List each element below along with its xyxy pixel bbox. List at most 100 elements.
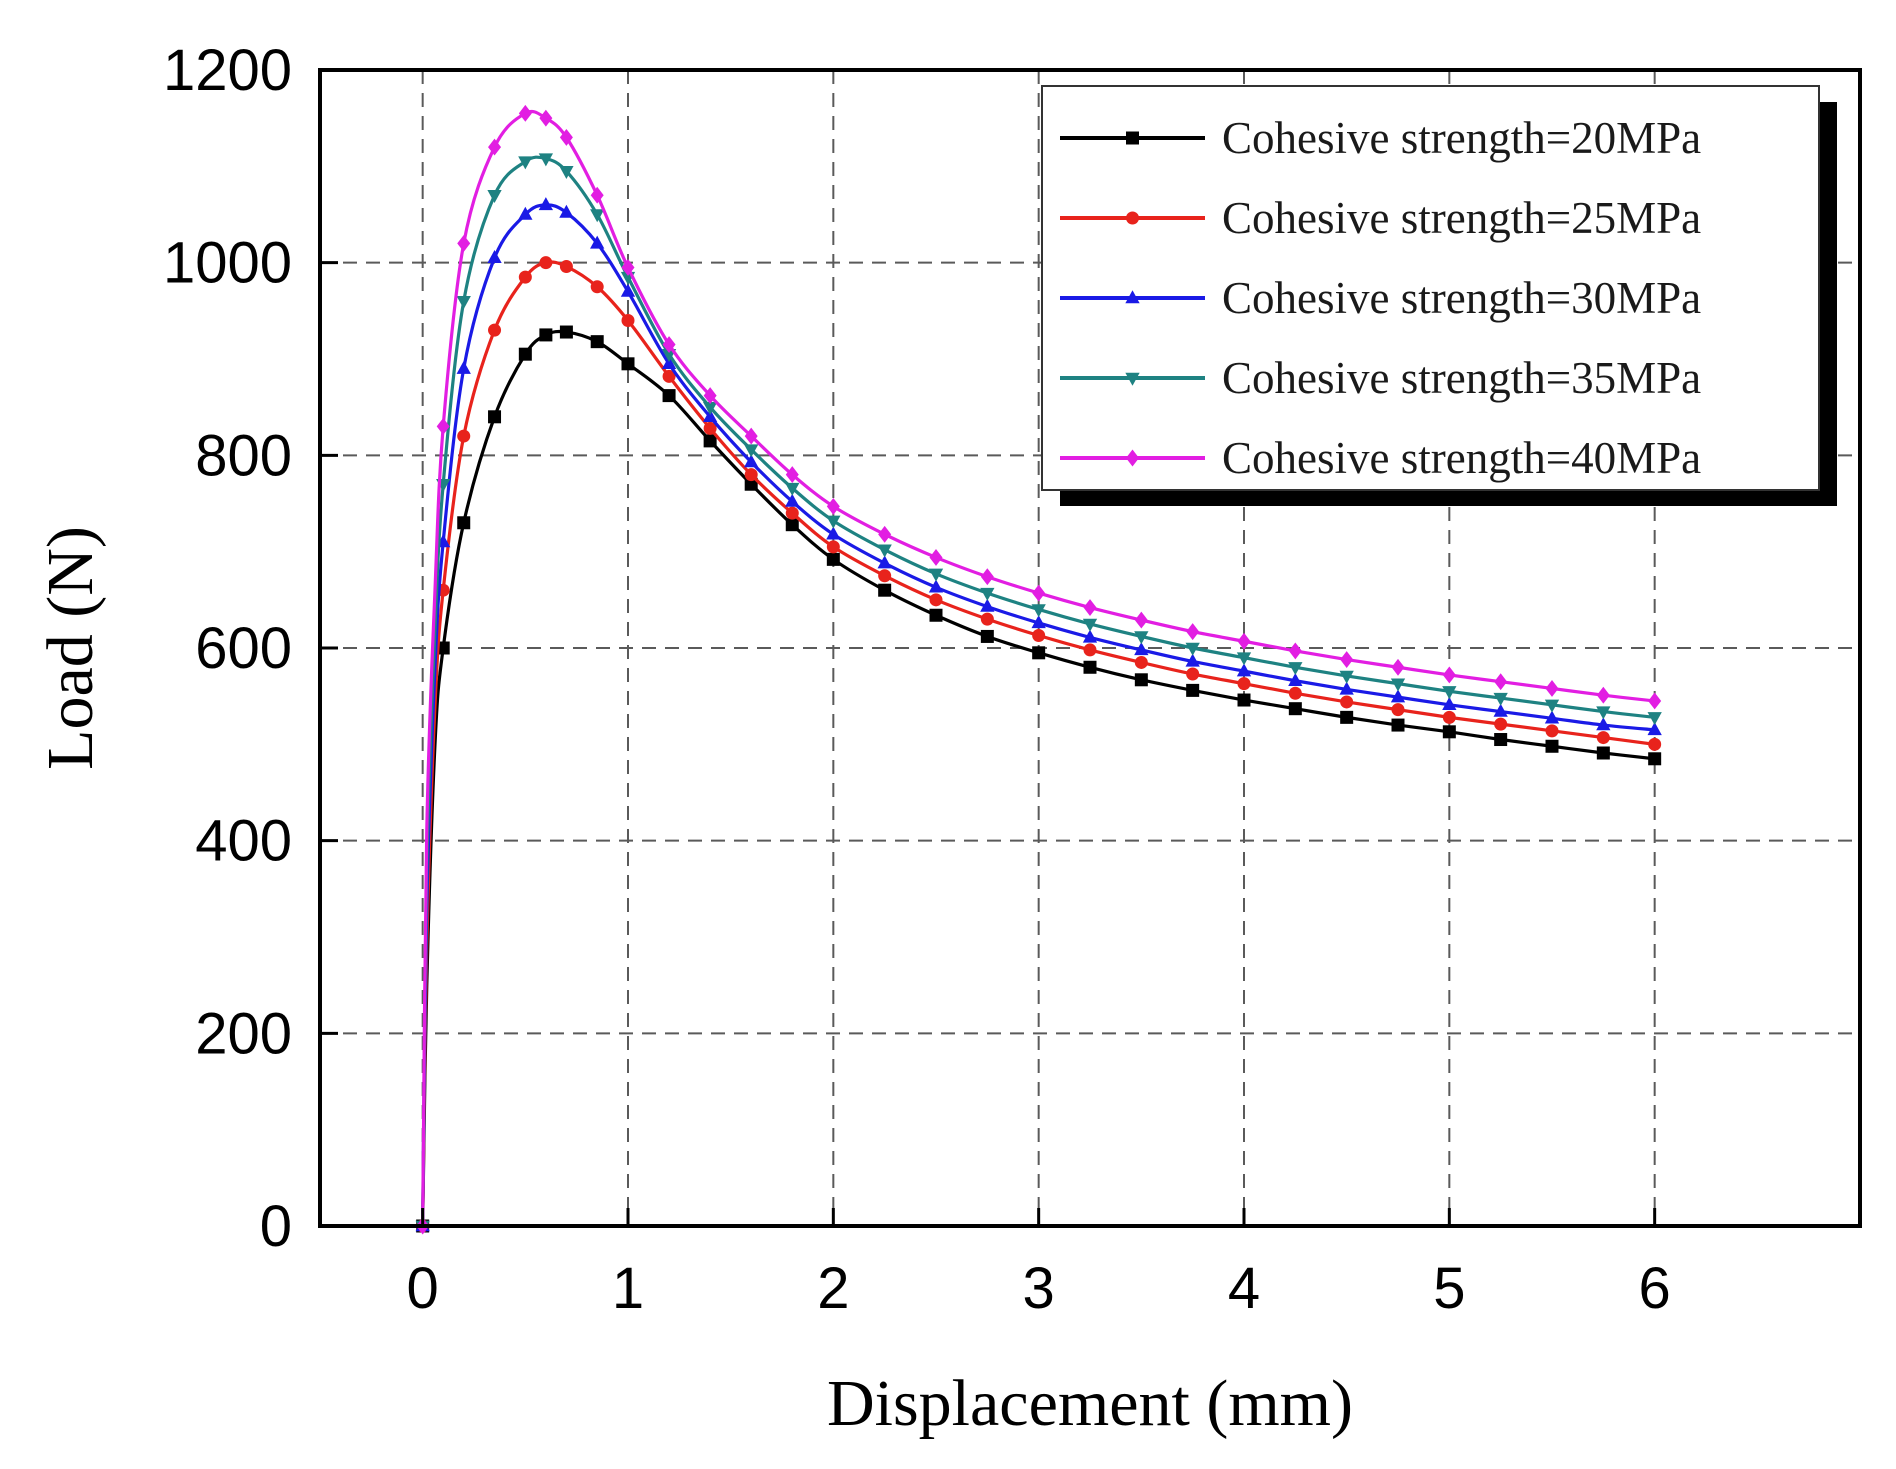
data-point-marker bbox=[1647, 722, 1662, 736]
data-point-marker bbox=[826, 515, 841, 529]
data-point-marker bbox=[1494, 717, 1508, 731]
data-point-marker bbox=[1186, 623, 1200, 641]
data-point-marker bbox=[1186, 667, 1200, 681]
data-point-marker bbox=[488, 323, 502, 337]
series-line bbox=[421, 203, 1655, 1227]
x-tick-label: 4 bbox=[1228, 1256, 1260, 1321]
legend-label: Cohesive strength=30MPa bbox=[1222, 273, 1701, 323]
data-point-marker bbox=[1288, 672, 1303, 686]
data-point-marker bbox=[826, 526, 841, 540]
data-point-marker bbox=[877, 544, 892, 558]
data-point-marker bbox=[785, 493, 800, 507]
data-point-marker bbox=[590, 280, 604, 294]
axis-ticks bbox=[320, 68, 1657, 1228]
legend-box bbox=[1041, 85, 1820, 491]
data-point-marker bbox=[590, 335, 604, 349]
legend-label: Cohesive strength=20MPa bbox=[1222, 113, 1701, 163]
data-point-marker bbox=[1442, 725, 1456, 739]
data-point-marker bbox=[559, 128, 573, 146]
data-point-marker bbox=[744, 454, 759, 468]
data-point-marker bbox=[1032, 646, 1046, 660]
legend-item: Cohesive strength=25MPa bbox=[1060, 193, 1701, 243]
legend-item: Cohesive strength=20MPa bbox=[1060, 113, 1701, 163]
data-point-marker bbox=[744, 444, 759, 458]
data-point-marker bbox=[1032, 584, 1046, 602]
data-point-marker bbox=[744, 477, 758, 491]
data-point-marker bbox=[559, 204, 574, 218]
data-point-marker bbox=[703, 387, 717, 405]
data-point-marker bbox=[702, 401, 718, 415]
data-point-marker bbox=[703, 421, 717, 435]
legend-swatch-marker bbox=[1126, 131, 1139, 145]
data-point-marker bbox=[621, 313, 635, 327]
data-point-marker bbox=[1288, 662, 1303, 676]
data-point-marker bbox=[929, 548, 943, 566]
data-point-marker bbox=[1083, 599, 1097, 616]
x-tick-label: 1 bbox=[612, 1256, 644, 1321]
y-tick-label: 0 bbox=[260, 1194, 292, 1259]
data-point-marker bbox=[1648, 692, 1662, 710]
data-point-marker bbox=[1391, 703, 1405, 717]
data-point-marker bbox=[1442, 666, 1456, 684]
data-point-marker bbox=[785, 466, 799, 484]
data-point-marker bbox=[1237, 632, 1251, 650]
series-lines bbox=[415, 104, 1662, 1235]
data-point-marker bbox=[980, 629, 994, 643]
y-axis-tick-labels: 0 200 400 600 800 1000 1200 bbox=[163, 38, 292, 1259]
data-point-marker bbox=[1340, 710, 1354, 724]
data-point-marker bbox=[518, 104, 532, 122]
data-point-marker bbox=[662, 389, 676, 403]
data-point-marker bbox=[785, 482, 800, 496]
data-point-marker bbox=[980, 568, 994, 586]
data-point-marker bbox=[590, 235, 605, 249]
data-point-marker bbox=[878, 569, 892, 583]
series-2 bbox=[416, 256, 1662, 1233]
y-tick-label: 200 bbox=[195, 1001, 292, 1066]
data-point-marker bbox=[1339, 681, 1354, 695]
data-point-marker bbox=[1185, 653, 1200, 667]
data-point-marker bbox=[1648, 752, 1662, 766]
data-point-marker bbox=[1185, 642, 1200, 656]
data-point-marker bbox=[1442, 686, 1457, 700]
data-point-marker bbox=[744, 427, 758, 445]
data-point-marker bbox=[457, 429, 471, 443]
data-point-marker bbox=[488, 138, 502, 156]
data-point-marker bbox=[1134, 631, 1149, 645]
data-point-marker bbox=[661, 356, 677, 370]
data-point-marker bbox=[539, 109, 553, 127]
x-tick-label: 3 bbox=[1023, 1256, 1055, 1321]
data-point-marker bbox=[702, 409, 718, 422]
x-axis-tick-labels: 0 1 2 3 4 5 6 bbox=[407, 1256, 1671, 1321]
data-point-marker bbox=[878, 525, 892, 543]
data-point-marker bbox=[785, 506, 799, 520]
data-point-marker bbox=[1391, 658, 1405, 676]
data-point-marker bbox=[878, 583, 892, 597]
data-point-marker bbox=[662, 369, 676, 383]
data-point-marker bbox=[1390, 689, 1406, 703]
data-point-marker bbox=[980, 598, 995, 612]
data-point-marker bbox=[1596, 746, 1610, 760]
data-point-marker bbox=[1494, 673, 1508, 691]
data-point-marker bbox=[703, 434, 717, 448]
data-point-marker bbox=[1082, 618, 1098, 632]
data-point-marker bbox=[877, 555, 892, 569]
y-tick-label: 800 bbox=[195, 423, 292, 488]
data-point-marker bbox=[539, 256, 553, 270]
legend-item: Cohesive strength=40MPa bbox=[1060, 433, 1701, 483]
data-point-marker bbox=[1083, 643, 1097, 657]
data-point-marker bbox=[1031, 615, 1046, 629]
data-point-marker bbox=[1647, 712, 1662, 726]
data-point-marker bbox=[1596, 706, 1611, 720]
data-point-marker bbox=[1134, 642, 1149, 656]
y-tick-label: 400 bbox=[195, 809, 292, 874]
legend: Cohesive strength=20MPa Cohesive strength… bbox=[1041, 85, 1837, 506]
data-point-marker bbox=[928, 579, 944, 593]
legend-swatch-marker bbox=[1126, 449, 1139, 467]
y-tick-label: 600 bbox=[195, 616, 292, 681]
data-point-marker bbox=[1545, 739, 1559, 753]
data-point-marker bbox=[929, 608, 943, 622]
data-point-marker bbox=[457, 234, 471, 252]
data-point-marker bbox=[1339, 670, 1354, 684]
data-point-marker bbox=[1648, 737, 1662, 751]
data-point-marker bbox=[538, 197, 554, 211]
